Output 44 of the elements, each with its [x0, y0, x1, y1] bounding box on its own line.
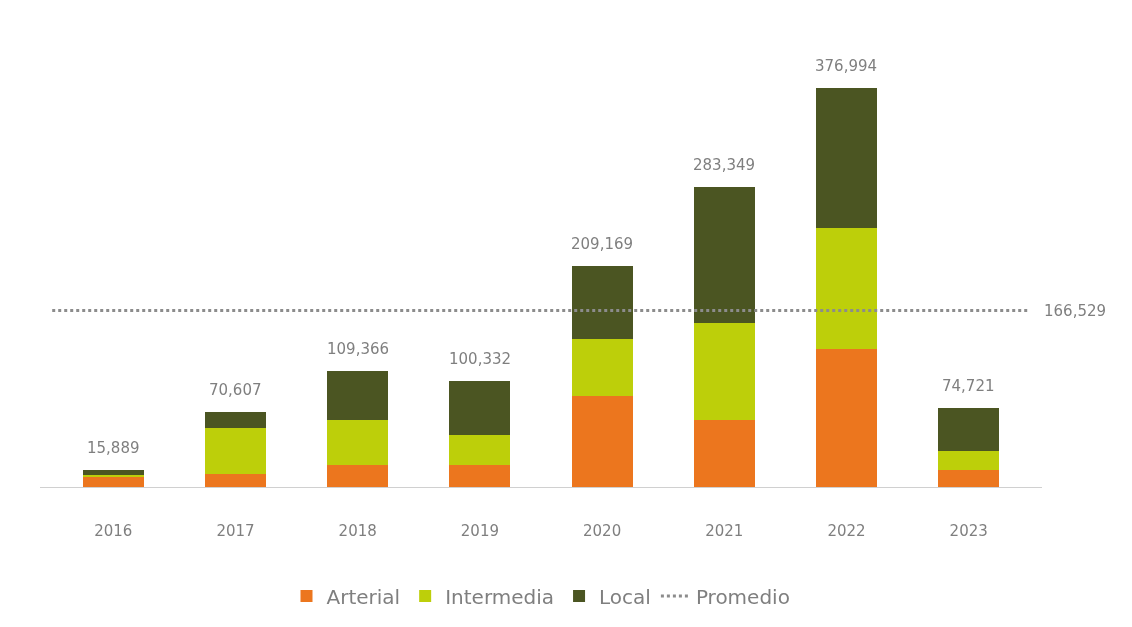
annotation: 70,607 — [209, 381, 262, 399]
bar — [815, 228, 878, 350]
annotation: 376,994 — [815, 57, 878, 75]
bar — [571, 338, 633, 396]
legend-label: Intermedia — [445, 584, 555, 609]
x-tick-label: 2021 — [705, 522, 744, 540]
bar — [693, 322, 755, 421]
bar — [815, 87, 878, 229]
x-tick-label: 2017 — [216, 522, 255, 540]
bar — [938, 470, 1000, 487]
bar — [204, 412, 267, 428]
bar — [693, 186, 755, 323]
bar — [327, 464, 389, 487]
bar — [327, 419, 389, 465]
bar — [938, 451, 1000, 471]
x-tick-label: 2022 — [827, 522, 866, 540]
legend-label: Local — [599, 584, 651, 609]
bar — [449, 380, 511, 435]
x-tick-label: 2018 — [338, 522, 377, 540]
legend-label: Arterial — [326, 584, 401, 609]
bar — [449, 464, 511, 487]
bar — [204, 427, 267, 474]
bar — [449, 434, 511, 465]
bar — [571, 265, 633, 339]
legend-label: Promedio — [695, 584, 790, 609]
bar — [82, 469, 144, 475]
annotation: 283,349 — [693, 156, 756, 174]
bar — [204, 473, 267, 487]
bar — [815, 349, 878, 487]
text: 166,529 — [1044, 302, 1107, 320]
x-tick-label: 2023 — [949, 522, 988, 540]
annotation: 209,169 — [571, 235, 634, 253]
bar — [571, 396, 633, 487]
x-tick-label: 2019 — [460, 522, 499, 540]
bar — [327, 371, 389, 420]
annotation: 74,721 — [942, 377, 995, 395]
x-tick-label: 2020 — [583, 522, 622, 540]
bar — [82, 476, 144, 487]
annotation: 15,889 — [87, 439, 140, 457]
x-tick-label: 2016 — [94, 522, 133, 540]
annotation: 100,332 — [449, 350, 512, 368]
annotation: 109,366 — [327, 340, 390, 358]
bar — [938, 407, 1000, 452]
bar — [693, 420, 755, 487]
